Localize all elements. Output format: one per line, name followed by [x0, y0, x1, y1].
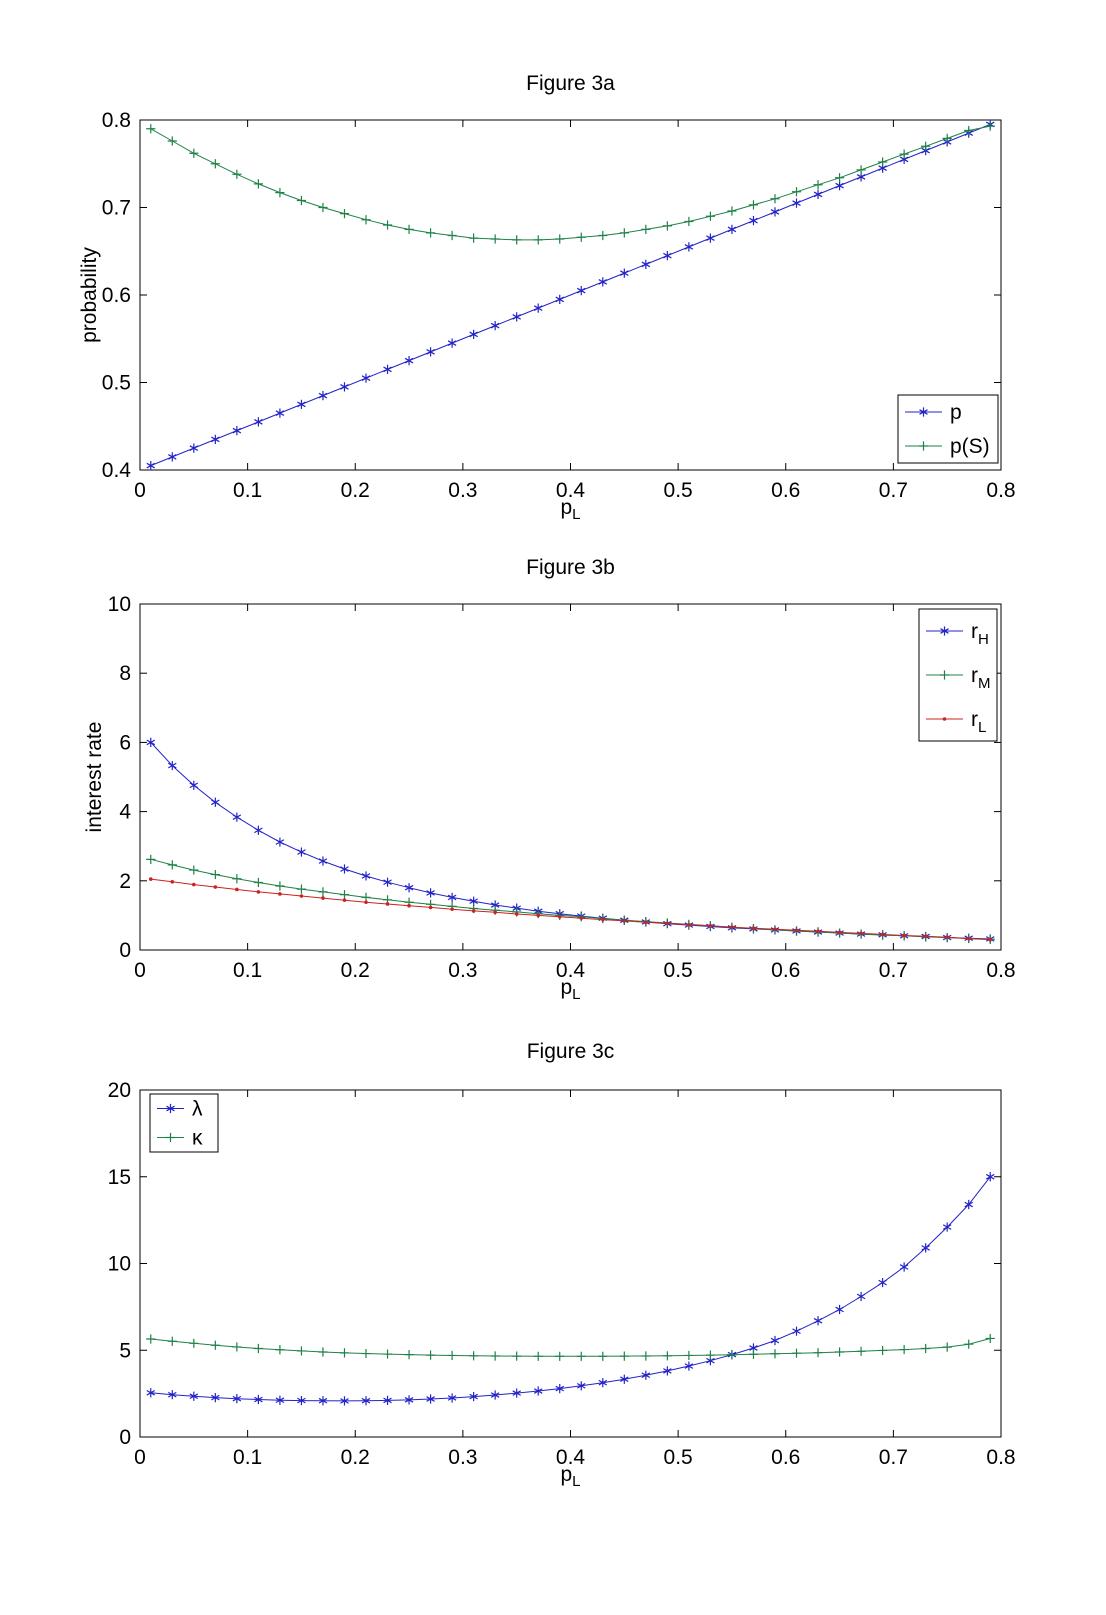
figure-3a-legend-label-p: p	[950, 401, 962, 424]
figure-3c-ytick-label: 10	[108, 1253, 131, 1276]
figure-3a-xtick-label: 0.7	[879, 479, 908, 502]
figure-3a-series-p	[146, 119, 995, 471]
figure-3a-axes: 0 0.1 0.2 0.3 0.4 0.5 0.6 0.7 0.8 0.4 0.5 0.6 0.7 0.8	[102, 109, 1016, 502]
figure-3c-xtick-label: 0	[134, 1446, 146, 1469]
figure-3b-xtick-label: 0.3	[448, 959, 477, 982]
figure-3a-ytick-label: 0.8	[102, 109, 131, 132]
figure-3c-xlabel: pL	[140, 1463, 1001, 1491]
figure-3a-ytick-label: 0.6	[102, 284, 131, 307]
figure-3c-xtick-label: 0.3	[448, 1446, 477, 1469]
figure-3c-series-lambda	[146, 1172, 995, 1406]
figure-3a-ytick-label: 0.4	[102, 459, 132, 482]
figure-3c-ytick-label: 5	[119, 1339, 131, 1362]
figure-3a-plot: 0 0.1 0.2 0.3 0.4 0.5 0.6 0.7 0.8 0.4 0.5 0.6 0.7 0.8…	[102, 109, 1016, 502]
figure-3a-xtick-label: 0.3	[448, 479, 477, 502]
figure-3c-ytick-label: 15	[108, 1166, 131, 1189]
figure-3b-series-r_L	[148, 877, 993, 942]
figure-3c-legend-label-lambda: λ	[192, 1098, 203, 1121]
figure-3b-xlabel: pL	[140, 976, 1001, 1004]
figure-3b-ytick-label: 2	[119, 870, 131, 893]
figure-3b-legend-label-r_H: rH	[971, 620, 989, 648]
figure-3a-xtick-label: 0.8	[986, 479, 1015, 502]
figure-3b-axes: 0 0.1 0.2 0.3 0.4 0.5 0.6 0.7 0.8 0 2 4 6 8 10	[108, 593, 1016, 982]
figure-3c-ytick-label: 0	[119, 1426, 131, 1449]
figure-3b-ytick-label: 6	[119, 731, 131, 754]
figure-3c-xtick-label: 0.4	[556, 1446, 586, 1469]
figure-3c-xtick-label: 0.6	[771, 1446, 800, 1469]
figure-3c-xtick-label: 0.2	[341, 1446, 370, 1469]
figure-3b-title: Figure 3b	[526, 556, 615, 579]
figure-3a-xtick-label: 0.4	[556, 479, 586, 502]
figure-3a-ylabel: probability	[78, 247, 101, 343]
figure-3c-xtick-label: 0.5	[664, 1446, 693, 1469]
figure-3a-ytick-label: 0.5	[102, 372, 131, 395]
figure-3a-ytick-label: 0.7	[102, 197, 131, 220]
figure-3c-xlabel-sub: L	[572, 1473, 581, 1491]
figure-3c-xlabel-base: p	[560, 1463, 573, 1486]
figure-3b-xtick-label: 0.5	[664, 959, 693, 982]
figure-3b-plot: 0 0.1 0.2 0.3 0.4 0.5 0.6 0.7 0.8 0 2 4 6 8 10 rH rM rL	[108, 593, 1016, 982]
figure-3c-ytick-label: 20	[108, 1079, 131, 1102]
figure-3a-legend: p p(S)	[897, 394, 999, 464]
figure-3b-ytick-label: 8	[119, 662, 131, 685]
figure-3a-legend-label-p(S): p(S)	[950, 435, 990, 458]
figure-3c-series-kappa	[146, 1333, 995, 1361]
figure-3c-xtick-label: 0.1	[233, 1446, 262, 1469]
figure-3b-ytick-label: 10	[108, 593, 131, 616]
figure-3b-legend-label-r_L: rL	[971, 708, 986, 736]
figure-3b-xtick-label: 0.4	[556, 959, 586, 982]
figure-3b-xtick-label: 0	[134, 959, 146, 982]
figure-3a-xtick-label: 0.2	[341, 479, 370, 502]
figure-3b-xtick-label: 0.1	[233, 959, 262, 982]
figure-3a-xlabel-base: p	[560, 496, 573, 519]
figure-3b-legend: rH rM rL	[918, 608, 998, 742]
figure-3b-legend-label-r_M: rM	[971, 664, 991, 692]
figure-3a-xtick-label: 0	[134, 479, 146, 502]
figure-3b-ytick-label: 0	[119, 939, 131, 962]
figure-3b-xtick-label: 0.7	[879, 959, 908, 982]
figure-3b-xlabel-base: p	[560, 976, 573, 999]
figure-3c-axes: 0 0.1 0.2 0.3 0.4 0.5 0.6 0.7 0.8 0 5 10 15 20	[108, 1079, 1016, 1469]
figure-3c-xtick-label: 0.8	[986, 1446, 1015, 1469]
figure-3a-series-p(S)	[146, 121, 995, 245]
figure-3b-xlabel-sub: L	[572, 986, 581, 1004]
figure-3a-xlabel: pL	[140, 496, 1001, 524]
figure-3c-plot: 0 0.1 0.2 0.3 0.4 0.5 0.6 0.7 0.8 0 5 10 15 20 λκ	[108, 1079, 1016, 1469]
figure-3a-xtick-label: 0.5	[664, 479, 693, 502]
figure-3b-xtick-label: 0.8	[986, 959, 1015, 982]
figure-3b-ylabel: interest rate	[83, 721, 106, 833]
figure-3a-xtick-label: 0.1	[233, 479, 262, 502]
figure-3c-legend: λκ	[149, 1093, 219, 1153]
figure-3a-title: Figure 3a	[526, 72, 615, 95]
figure-3c-legend-label-kappa: κ	[192, 1127, 203, 1150]
figure-3c-xtick-label: 0.7	[879, 1446, 908, 1469]
figure-3b-series-r_H	[146, 737, 995, 944]
figure-3c-title: Figure 3c	[526, 1040, 615, 1063]
figure-3b-xtick-label: 0.2	[341, 959, 370, 982]
figure-3a-xtick-label: 0.6	[771, 479, 800, 502]
figure-3a-xlabel-sub: L	[572, 506, 581, 524]
figure-3b-xtick-label: 0.6	[771, 959, 800, 982]
figure-3b-series-r_M	[146, 854, 995, 944]
figure-3b-ytick-label: 4	[119, 801, 131, 824]
